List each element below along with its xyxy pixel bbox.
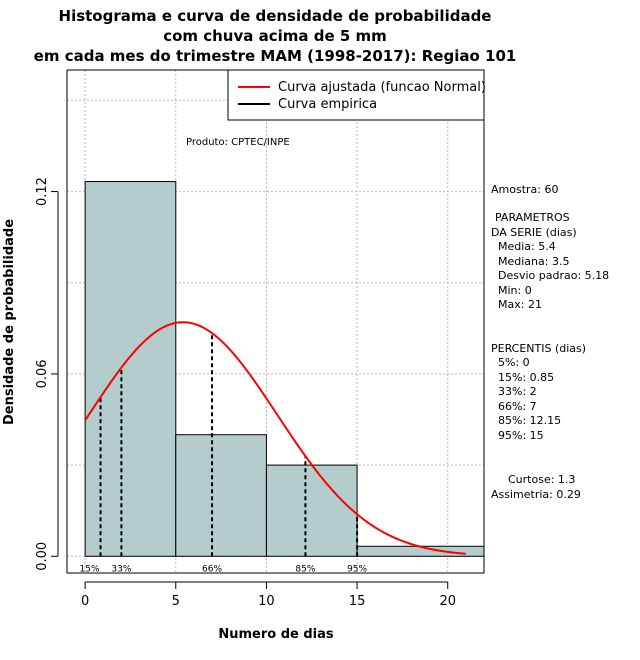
legend-box bbox=[227, 69, 485, 121]
chart-title-line-1: Histograma e curva de densidade de proba… bbox=[59, 7, 492, 25]
x-tick-label: 20 bbox=[439, 594, 456, 609]
chart-legend: Curva ajustada (funcao Normal) Curva emp… bbox=[227, 69, 486, 121]
histogram-bars bbox=[84, 181, 485, 557]
x-tick-label: 15 bbox=[349, 594, 366, 609]
x-tick-label: 5 bbox=[172, 594, 180, 609]
stat-mediana: Mediana: 3.5 bbox=[498, 255, 569, 268]
x-tick-label: 0 bbox=[81, 594, 89, 609]
histogram-bar bbox=[175, 434, 267, 557]
percentile-label: 33% bbox=[111, 564, 131, 574]
statistics-panel: Amostra: 60 PARAMETROS DA SERIE (dias) M… bbox=[491, 183, 609, 501]
stat-sample: Amostra: 60 bbox=[491, 183, 558, 196]
histogram-bar bbox=[84, 181, 177, 557]
y-tick-label: 0.12 bbox=[35, 177, 50, 206]
fitted-normal-curve bbox=[84, 321, 466, 555]
percentile-lines bbox=[99, 333, 359, 557]
stat-p15: 15%: 0.85 bbox=[498, 371, 554, 384]
stat-desvio: Desvio padrao: 5.18 bbox=[498, 269, 609, 282]
percentile-label: 66% bbox=[202, 564, 222, 574]
stat-media: Media: 5.4 bbox=[498, 240, 556, 253]
stat-p33: 33%: 2 bbox=[498, 385, 537, 398]
y-axis-title: Densidade de probabilidade bbox=[2, 219, 17, 425]
histogram-bar bbox=[265, 464, 358, 557]
stat-curtose: Curtose: 1.3 bbox=[508, 473, 575, 486]
chart-title-line-2: com chuva acima de 5 mm bbox=[163, 27, 387, 45]
stat-p95: 95%: 15 bbox=[498, 429, 544, 442]
stat-p5: 5%: 0 bbox=[498, 356, 530, 369]
normal-curve-path bbox=[84, 321, 466, 555]
stat-max: Max: 21 bbox=[498, 298, 542, 311]
histogram-bar bbox=[356, 545, 485, 557]
stat-p85: 85%: 12.15 bbox=[498, 414, 561, 427]
x-axis-title: Numero de dias bbox=[218, 627, 334, 642]
percentile-label: 85% bbox=[295, 564, 315, 574]
stat-min: Min: 0 bbox=[498, 284, 532, 297]
x-axis: 0 5 10 15 20 bbox=[81, 581, 456, 609]
percentile-label: 15% bbox=[80, 564, 100, 574]
percentile-labels: 15% 33% 66% 85% 95% bbox=[80, 564, 368, 574]
stat-params-title-1: PARAMETROS bbox=[495, 211, 570, 224]
source-note: Produto: CPTEC/INPE bbox=[186, 137, 290, 148]
y-axis: 0.00 0.06 0.12 bbox=[35, 177, 59, 571]
legend-label-fitted: Curva ajustada (funcao Normal) bbox=[278, 80, 486, 95]
legend-label-empirical: Curva empirica bbox=[278, 97, 377, 112]
stat-params-title-2: DA SERIE (dias) bbox=[491, 226, 577, 239]
stat-assimetria: Assimetria: 0.29 bbox=[491, 488, 581, 501]
y-tick-label: 0.06 bbox=[35, 359, 50, 388]
x-tick-label: 10 bbox=[258, 594, 275, 609]
stat-p66: 66%: 7 bbox=[498, 400, 537, 413]
stat-percentis-title: PERCENTIS (dias) bbox=[491, 342, 586, 355]
percentile-label: 95% bbox=[347, 564, 367, 574]
y-tick-label: 0.00 bbox=[35, 542, 50, 571]
chart-title-line-3: em cada mes do trimestre MAM (1998-2017)… bbox=[34, 47, 517, 65]
